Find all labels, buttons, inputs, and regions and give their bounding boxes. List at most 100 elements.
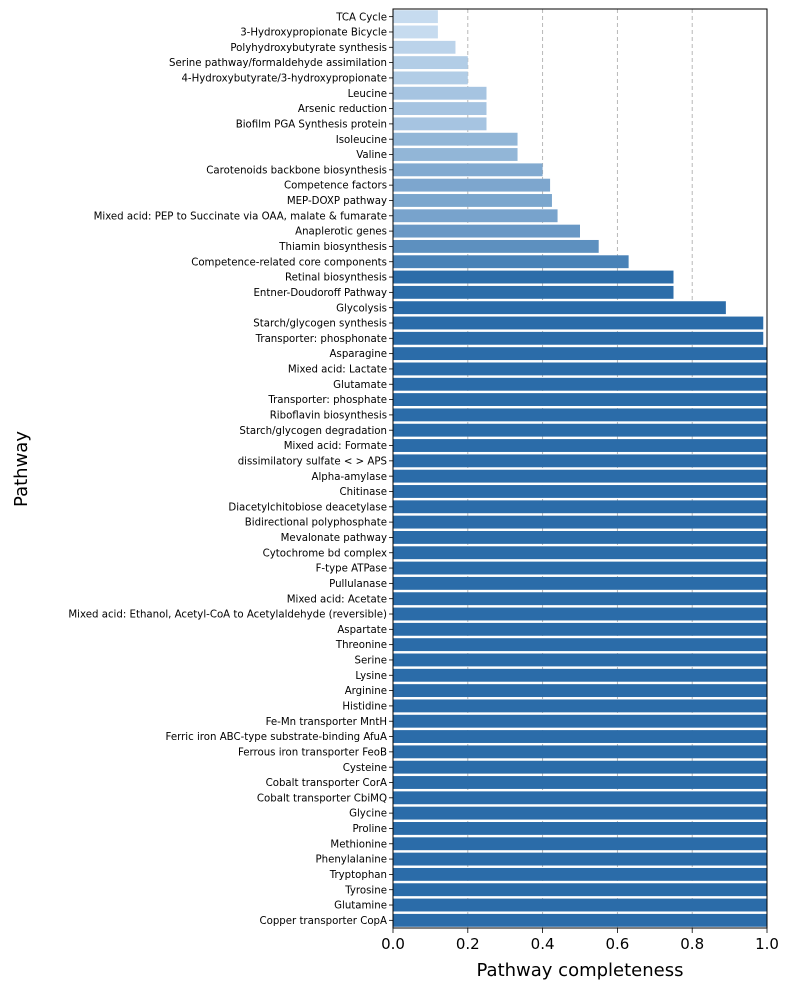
grid-layer [467,9,693,928]
category-label-24: Glutamate [333,380,387,391]
bar-34 [393,530,767,544]
category-label-2: Polyhydroxybutyrate synthesis [230,43,387,54]
category-label-27: Starch/glycogen degradation [239,426,387,437]
bar-23 [393,362,767,376]
bar-27 [393,423,767,437]
category-label-23: Mixed acid: Lactate [288,365,387,376]
category-label-7: Biofilm PGA Synthesis protein [236,119,387,130]
bar-4 [393,71,468,85]
bar-36 [393,561,767,575]
bar-38 [393,592,767,606]
category-label-35: Cytochrome bd complex [263,548,387,559]
x-tick-label-1: 0.2 [456,935,480,953]
bar-32 [393,500,767,514]
category-label-15: Thiamin biosynthesis [278,242,387,253]
bar-19 [393,301,726,315]
bar-25 [393,393,767,407]
bar-15 [393,239,599,253]
category-label-34: Mevalonate pathway [281,533,387,544]
x-axis-title: Pathway completeness [477,960,684,981]
category-label-46: Fe-Mn transporter MntH [266,717,387,728]
bar-24 [393,377,767,391]
category-label-1: 3-Hydroxypropionate Bicycle [240,28,387,39]
bar-57 [393,883,767,897]
category-label-40: Aspartate [337,625,387,636]
category-label-43: Lysine [355,671,387,682]
bar-13 [393,209,558,223]
category-label-16: Competence-related core components [191,257,387,268]
category-label-58: Glutamine [334,901,387,912]
category-label-50: Cobalt transporter CorA [266,778,387,789]
category-label-13: Mixed acid: PEP to Succinate via OAA, ma… [94,211,387,222]
bar-58 [393,898,767,912]
category-label-32: Diacetylchitobiose deacetylase [228,502,387,513]
category-label-12: MEP-DOXP pathway [287,196,387,207]
plot-frame [392,8,768,929]
bar-42 [393,653,767,667]
category-label-51: Cobalt transporter CbiMQ [257,793,387,804]
bar-48 [393,745,767,759]
bar-54 [393,837,767,851]
category-label-0: TCA Cycle [335,12,387,23]
bar-6 [393,102,487,115]
category-label-29: dissimilatory sulfate < > APS [238,456,387,467]
bar-14 [393,224,580,238]
category-label-45: Histidine [342,702,387,713]
category-labels: TCA Cycle 3-Hydroxypropionate Bicycle Poly… [68,12,393,927]
category-label-59: Copper transporter CopA [259,916,387,927]
x-tick-label-4: 0.8 [680,935,704,953]
bar-1 [393,25,438,39]
bar-41 [393,638,767,652]
bar-3 [393,56,468,70]
bar-50 [393,776,767,789]
category-label-36: F-type ATPase [316,564,387,575]
category-label-55: Phenylalanine [315,855,387,866]
category-label-47: Ferric iron ABC-type substrate-binding A… [166,732,387,743]
category-label-42: Serine [355,656,387,667]
category-label-39: Mixed acid: Ethanol, Acetyl-CoA to Acety… [68,610,387,621]
bar-21 [393,331,764,345]
x-tick-label-0: 0.0 [381,935,405,953]
category-label-33: Bidirectional polyphosphate [245,518,387,529]
category-label-19: Glycolysis [336,303,387,314]
category-label-56: Tryptophan [329,870,387,881]
category-label-9: Valine [356,150,387,161]
bar-11 [393,178,551,192]
bar-44 [393,684,767,698]
category-label-53: Proline [352,824,387,835]
category-label-54: Methionine [330,839,387,850]
bar-55 [393,852,767,866]
bar-9 [393,148,518,161]
category-label-57: Tyrosine [344,885,387,896]
bar-0 [393,10,438,24]
bar-18 [393,285,674,299]
bar-31 [393,485,767,498]
bar-20 [393,316,764,330]
bar-46 [393,714,767,728]
bar-10 [393,163,543,177]
bar-30 [393,469,767,483]
bar-29 [393,454,767,468]
category-label-44: Arginine [345,686,387,697]
bar-45 [393,699,767,713]
category-label-4: 4-Hydroxybutyrate/3-hydroxypropionate [181,74,387,85]
bar-49 [393,760,767,774]
bars-layer [393,10,767,927]
bar-26 [393,408,767,422]
category-label-6: Arsenic reduction [298,104,387,115]
category-label-21: Transporter: phosphonate [255,334,387,345]
bar-5 [393,86,487,100]
category-label-31: Chitinase [339,487,387,498]
bar-22 [393,347,767,361]
bar-33 [393,515,767,529]
x-tick-label-5: 1.0 [755,935,779,953]
x-ticks: 0.0 0.2 0.4 0.6 0.8 1.0 [381,928,779,953]
bar-12 [393,194,552,207]
bar-16 [393,255,629,269]
bar-51 [393,791,767,805]
bar-37 [393,576,767,590]
bar-8 [393,132,518,146]
bar-7 [393,117,487,131]
category-label-37: Pullulanase [329,579,387,590]
